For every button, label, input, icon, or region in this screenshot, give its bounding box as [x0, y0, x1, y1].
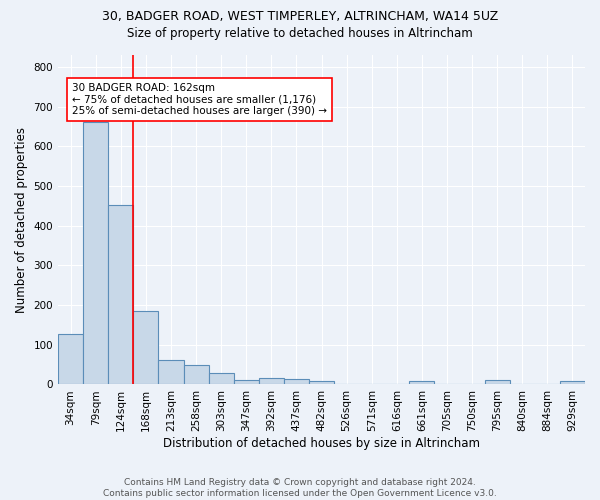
Bar: [485, 380, 510, 384]
Y-axis label: Number of detached properties: Number of detached properties: [15, 126, 28, 312]
Bar: [58, 334, 83, 384]
Bar: [560, 382, 585, 384]
Text: 30, BADGER ROAD, WEST TIMPERLEY, ALTRINCHAM, WA14 5UZ: 30, BADGER ROAD, WEST TIMPERLEY, ALTRINC…: [102, 10, 498, 23]
X-axis label: Distribution of detached houses by size in Altrincham: Distribution of detached houses by size …: [163, 437, 480, 450]
Bar: [83, 122, 108, 384]
Text: Contains HM Land Registry data © Crown copyright and database right 2024.
Contai: Contains HM Land Registry data © Crown c…: [103, 478, 497, 498]
Bar: [309, 381, 334, 384]
Bar: [184, 366, 209, 384]
Bar: [233, 380, 259, 384]
Bar: [209, 374, 233, 384]
Text: 30 BADGER ROAD: 162sqm
← 75% of detached houses are smaller (1,176)
25% of semi-: 30 BADGER ROAD: 162sqm ← 75% of detached…: [72, 83, 327, 116]
Bar: [108, 205, 133, 384]
Bar: [259, 378, 284, 384]
Bar: [133, 311, 158, 384]
Bar: [158, 360, 184, 384]
Bar: [409, 382, 434, 384]
Bar: [284, 378, 309, 384]
Text: Size of property relative to detached houses in Altrincham: Size of property relative to detached ho…: [127, 28, 473, 40]
